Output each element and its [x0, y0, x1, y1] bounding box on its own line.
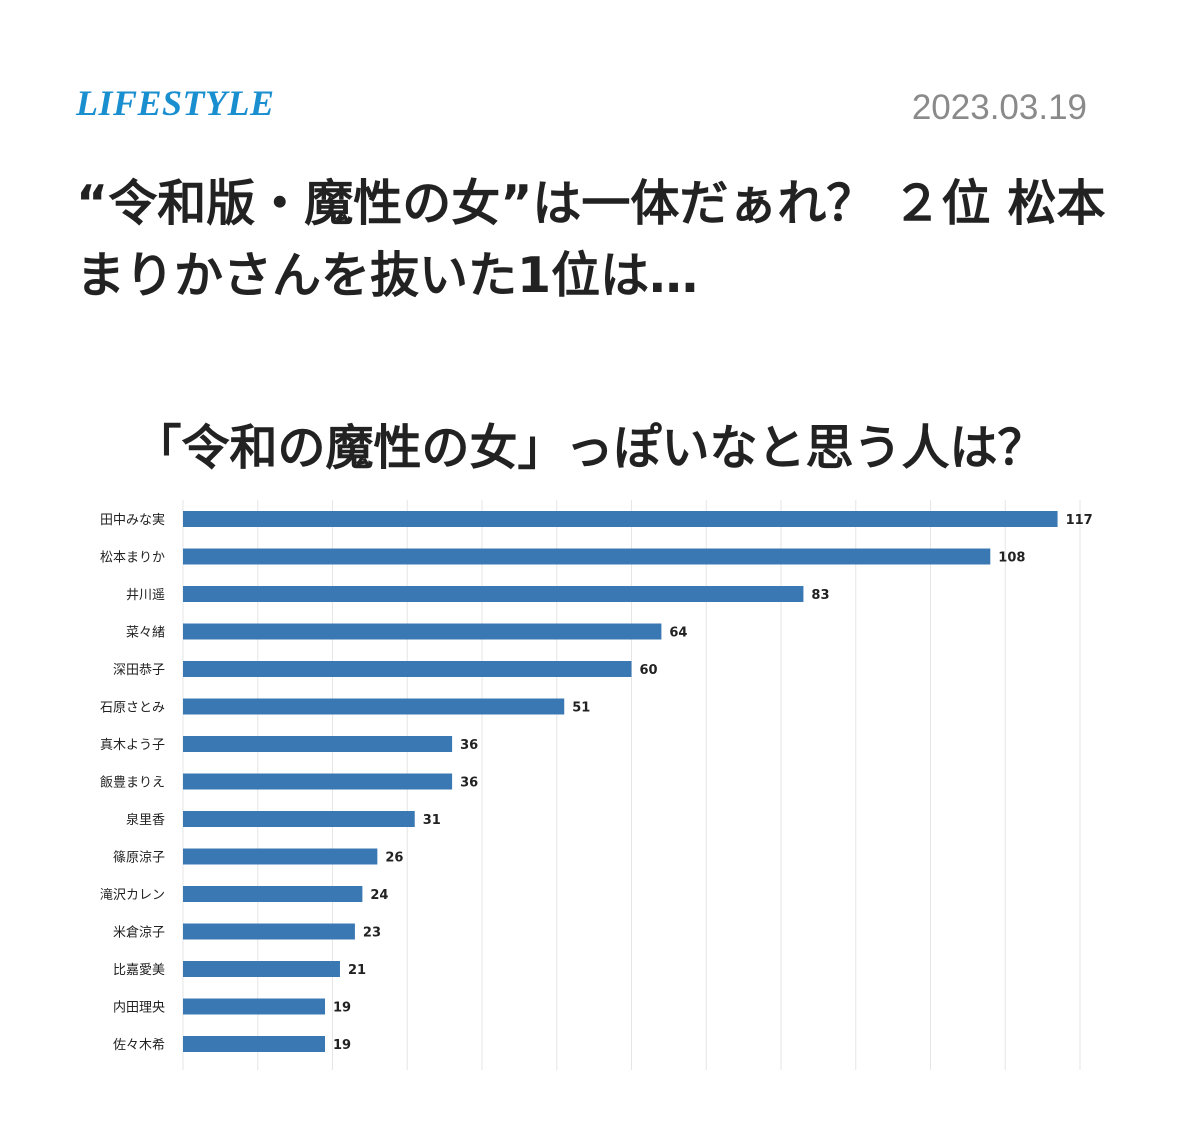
value-label: 21 — [348, 963, 366, 978]
bar — [183, 548, 991, 565]
chart-title: 「令和の魔性の女」っぽいなと思う人は？ — [133, 420, 1046, 476]
bar — [183, 811, 415, 827]
bar — [183, 886, 363, 902]
bar — [183, 998, 326, 1015]
category-label: 佐々木希 — [113, 1038, 165, 1053]
value-label: 36 — [460, 776, 478, 791]
value-label: 36 — [460, 738, 478, 753]
value-label: 26 — [385, 851, 403, 866]
value-label: 51 — [572, 701, 590, 716]
category-label: 深田恭子 — [113, 663, 165, 678]
category-label: 菜々緒 — [126, 626, 165, 641]
category-label[interactable]: LIFESTYLE — [76, 83, 275, 123]
bar-chart: 田中みな実 117 松本まりか 108 井川遥 83 菜々緒 64 深田恭子 60 石原さとみ 51 真… — [100, 500, 1093, 1070]
value-label: 31 — [423, 813, 441, 828]
bar — [183, 1036, 326, 1052]
bar — [183, 736, 453, 752]
bar — [183, 848, 378, 865]
category-label: 内田理央 — [113, 1000, 165, 1016]
value-label: 19 — [333, 1001, 351, 1016]
category-label: 田中みな実 — [100, 512, 165, 528]
bars: 田中みな実 117 松本まりか 108 井川遥 83 菜々緒 64 深田恭子 60 石原さとみ 51 真… — [100, 511, 1093, 1053]
publish-date: 2023.03.19 — [911, 88, 1087, 127]
bar — [183, 586, 804, 602]
value-label: 60 — [640, 663, 658, 678]
bar — [183, 923, 355, 940]
bar — [183, 961, 340, 977]
value-label: 117 — [1066, 513, 1093, 528]
category-label: 飯豊まりえ — [100, 776, 165, 791]
category-label: 篠原涼子 — [113, 851, 165, 866]
value-label: 108 — [998, 551, 1025, 566]
category-label: 泉里香 — [126, 812, 165, 828]
category-label: 米倉涼子 — [113, 926, 165, 941]
category-label: 松本まりか — [100, 551, 165, 566]
value-label: 23 — [363, 926, 381, 941]
bar — [183, 623, 662, 640]
category-label: 井川遥 — [126, 588, 165, 603]
value-label: 64 — [669, 626, 687, 641]
bar — [183, 773, 453, 790]
category-label: 滝沢カレン — [100, 888, 165, 903]
bar — [183, 511, 1058, 527]
article-headline: “令和版・魔性の女”は一体だぁれ？ ２位 松本まりかさんを抜いた1位は… — [76, 175, 1106, 304]
bar — [183, 698, 565, 715]
value-label: 83 — [811, 588, 829, 603]
category-label: 真木よう子 — [100, 738, 165, 753]
category-label: 比嘉愛美 — [113, 963, 165, 978]
bar — [183, 661, 632, 677]
category-label: 石原さとみ — [100, 701, 165, 716]
value-label: 24 — [370, 888, 388, 903]
value-label: 19 — [333, 1038, 351, 1053]
